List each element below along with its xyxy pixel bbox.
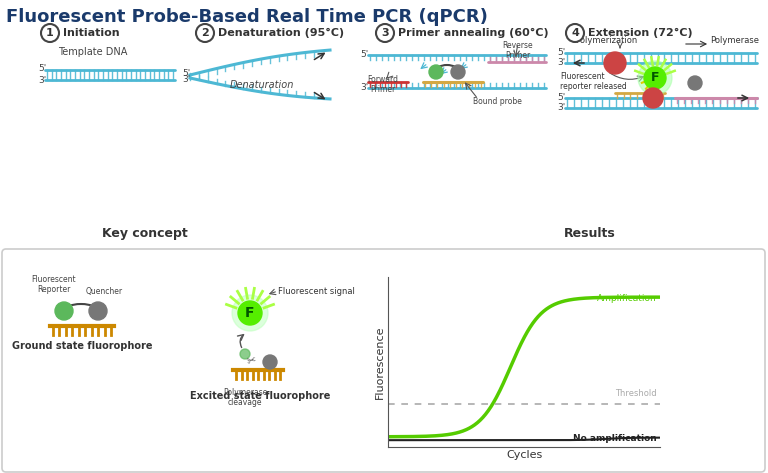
X-axis label: Cycles: Cycles [506,450,542,460]
Text: Fluorescent signal: Fluorescent signal [278,287,355,296]
Circle shape [644,67,666,89]
Text: No amplification: No amplification [574,434,657,443]
Text: 5': 5' [38,64,46,73]
Circle shape [240,349,250,359]
Circle shape [376,24,394,42]
Text: Polymerization: Polymerization [575,36,637,45]
Text: Key concept: Key concept [102,227,188,240]
Text: Bound probe: Bound probe [473,97,522,106]
Text: F: F [245,306,255,320]
Text: Forward
Primer: Forward Primer [368,75,399,95]
Text: 3': 3' [557,59,565,68]
Text: 3: 3 [381,28,389,38]
Text: 3': 3' [182,76,190,85]
Text: 3': 3' [38,77,46,86]
Circle shape [688,76,702,90]
Text: Denaturation: Denaturation [230,80,294,90]
Text: Polymerase
cleavage: Polymerase cleavage [223,388,267,407]
Text: Initiation: Initiation [63,28,120,38]
Text: 3': 3' [557,104,565,113]
Circle shape [566,24,584,42]
Text: 5': 5' [182,70,190,79]
Y-axis label: Fluorescence: Fluorescence [375,325,385,399]
Text: F: F [650,71,659,85]
Circle shape [263,355,277,369]
FancyBboxPatch shape [2,249,765,472]
Text: 3': 3' [360,84,368,93]
Text: 1: 1 [46,28,54,38]
Circle shape [451,65,465,79]
Text: Results: Results [564,227,616,240]
Text: 2: 2 [201,28,209,38]
Text: Primer annealing (60°C): Primer annealing (60°C) [398,28,548,38]
Circle shape [643,88,663,108]
Circle shape [638,61,672,95]
Text: 5': 5' [557,49,565,58]
Text: Fluorescent
Reporter: Fluorescent Reporter [31,275,76,294]
Circle shape [429,65,443,79]
Text: Quencher: Quencher [85,287,123,296]
Text: ✂: ✂ [246,355,257,367]
Circle shape [604,52,626,74]
Text: Excited state fluorophore: Excited state fluorophore [190,391,330,401]
Text: Template DNA: Template DNA [58,47,127,57]
Text: Extension (72°C): Extension (72°C) [588,28,693,38]
Text: Fluorescent Probe-Based Real Time PCR (qPCR): Fluorescent Probe-Based Real Time PCR (q… [6,8,488,26]
Text: 5': 5' [557,94,565,103]
Text: Amplification: Amplification [598,294,657,303]
Text: Polymerase: Polymerase [710,36,759,45]
Text: 4: 4 [571,28,579,38]
Text: Ground state fluorophore: Ground state fluorophore [12,341,152,351]
Text: Fluorescent
reporter released: Fluorescent reporter released [560,72,627,91]
Circle shape [238,301,262,325]
Circle shape [89,302,107,320]
Text: 5': 5' [360,51,368,60]
Text: Denaturation (95°C): Denaturation (95°C) [218,28,344,38]
Circle shape [55,302,73,320]
Text: Reverse
Primer: Reverse Primer [503,41,533,61]
Circle shape [41,24,59,42]
Circle shape [232,295,268,331]
Text: Threshold: Threshold [615,389,657,398]
Circle shape [196,24,214,42]
